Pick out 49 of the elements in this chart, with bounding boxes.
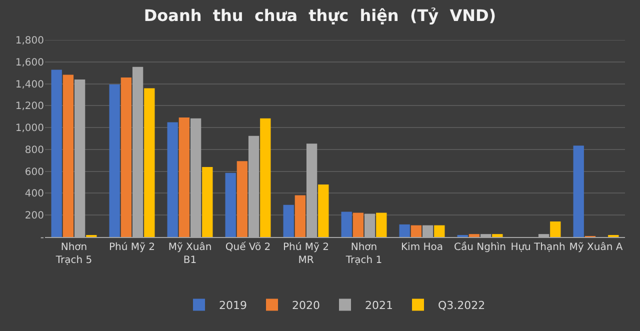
- y-tick-label: 1,400: [15, 79, 44, 90]
- bar: [352, 212, 364, 237]
- x-tick-label: Hựu Thạnh: [510, 242, 566, 253]
- bar: [202, 166, 213, 237]
- bar: [225, 172, 236, 237]
- legend-label: Q3.2022: [438, 298, 486, 312]
- y-tick-label: 1,200: [15, 101, 44, 112]
- bar: [550, 221, 561, 237]
- bar: [283, 204, 294, 237]
- x-tick-label: Kim Hoa: [400, 242, 444, 253]
- x-tick-label: Phú Mỹ 2 MR: [283, 242, 329, 266]
- x-tick-label: Mỹ Xuân B1: [168, 242, 212, 266]
- bar: [399, 224, 410, 237]
- x-tick-label: Quế Võ 2: [225, 241, 271, 253]
- y-tick-label: 1,600: [15, 57, 44, 68]
- x-tick-label: Cầu Nghìn: [454, 241, 506, 253]
- bar: [236, 161, 248, 237]
- y-tick-label: 1,000: [15, 123, 44, 134]
- bar: [318, 184, 329, 237]
- y-tick-label: 800: [24, 144, 44, 156]
- x-tick-label: Nhơn Trạch 1: [344, 242, 382, 266]
- bar: [144, 88, 155, 237]
- legend-label: 2021: [365, 298, 393, 312]
- x-tick-label: Nhơn Trạch 5: [54, 242, 92, 266]
- bar: [573, 146, 584, 237]
- bar: [51, 70, 62, 237]
- bar: [260, 118, 271, 237]
- bar: [468, 234, 480, 237]
- y-tick-label: 1,800: [15, 36, 44, 46]
- legend-label: 2019: [219, 298, 247, 312]
- bar: [434, 225, 445, 237]
- bar: [341, 212, 352, 237]
- chart-title: Doanh thu chưa thực hiện (Tỷ VND): [144, 6, 496, 26]
- y-tick-label: 200: [24, 210, 44, 222]
- x-tick-label: Phú Mỹ 2: [109, 242, 155, 253]
- bar: [410, 225, 422, 237]
- bar: [294, 195, 306, 237]
- y-tick-label: 600: [24, 166, 44, 178]
- bar: [62, 74, 74, 237]
- bar: [167, 122, 178, 237]
- bar: [376, 212, 387, 237]
- bar: [492, 234, 503, 237]
- legend-label: 2020: [292, 298, 320, 312]
- y-tick-label: 400: [24, 188, 44, 200]
- bar: [109, 84, 120, 237]
- x-tick-label: Mỹ Xuân A: [569, 242, 623, 253]
- bar: [178, 117, 190, 237]
- y-tick-label: -: [40, 232, 44, 244]
- bar: [120, 78, 132, 237]
